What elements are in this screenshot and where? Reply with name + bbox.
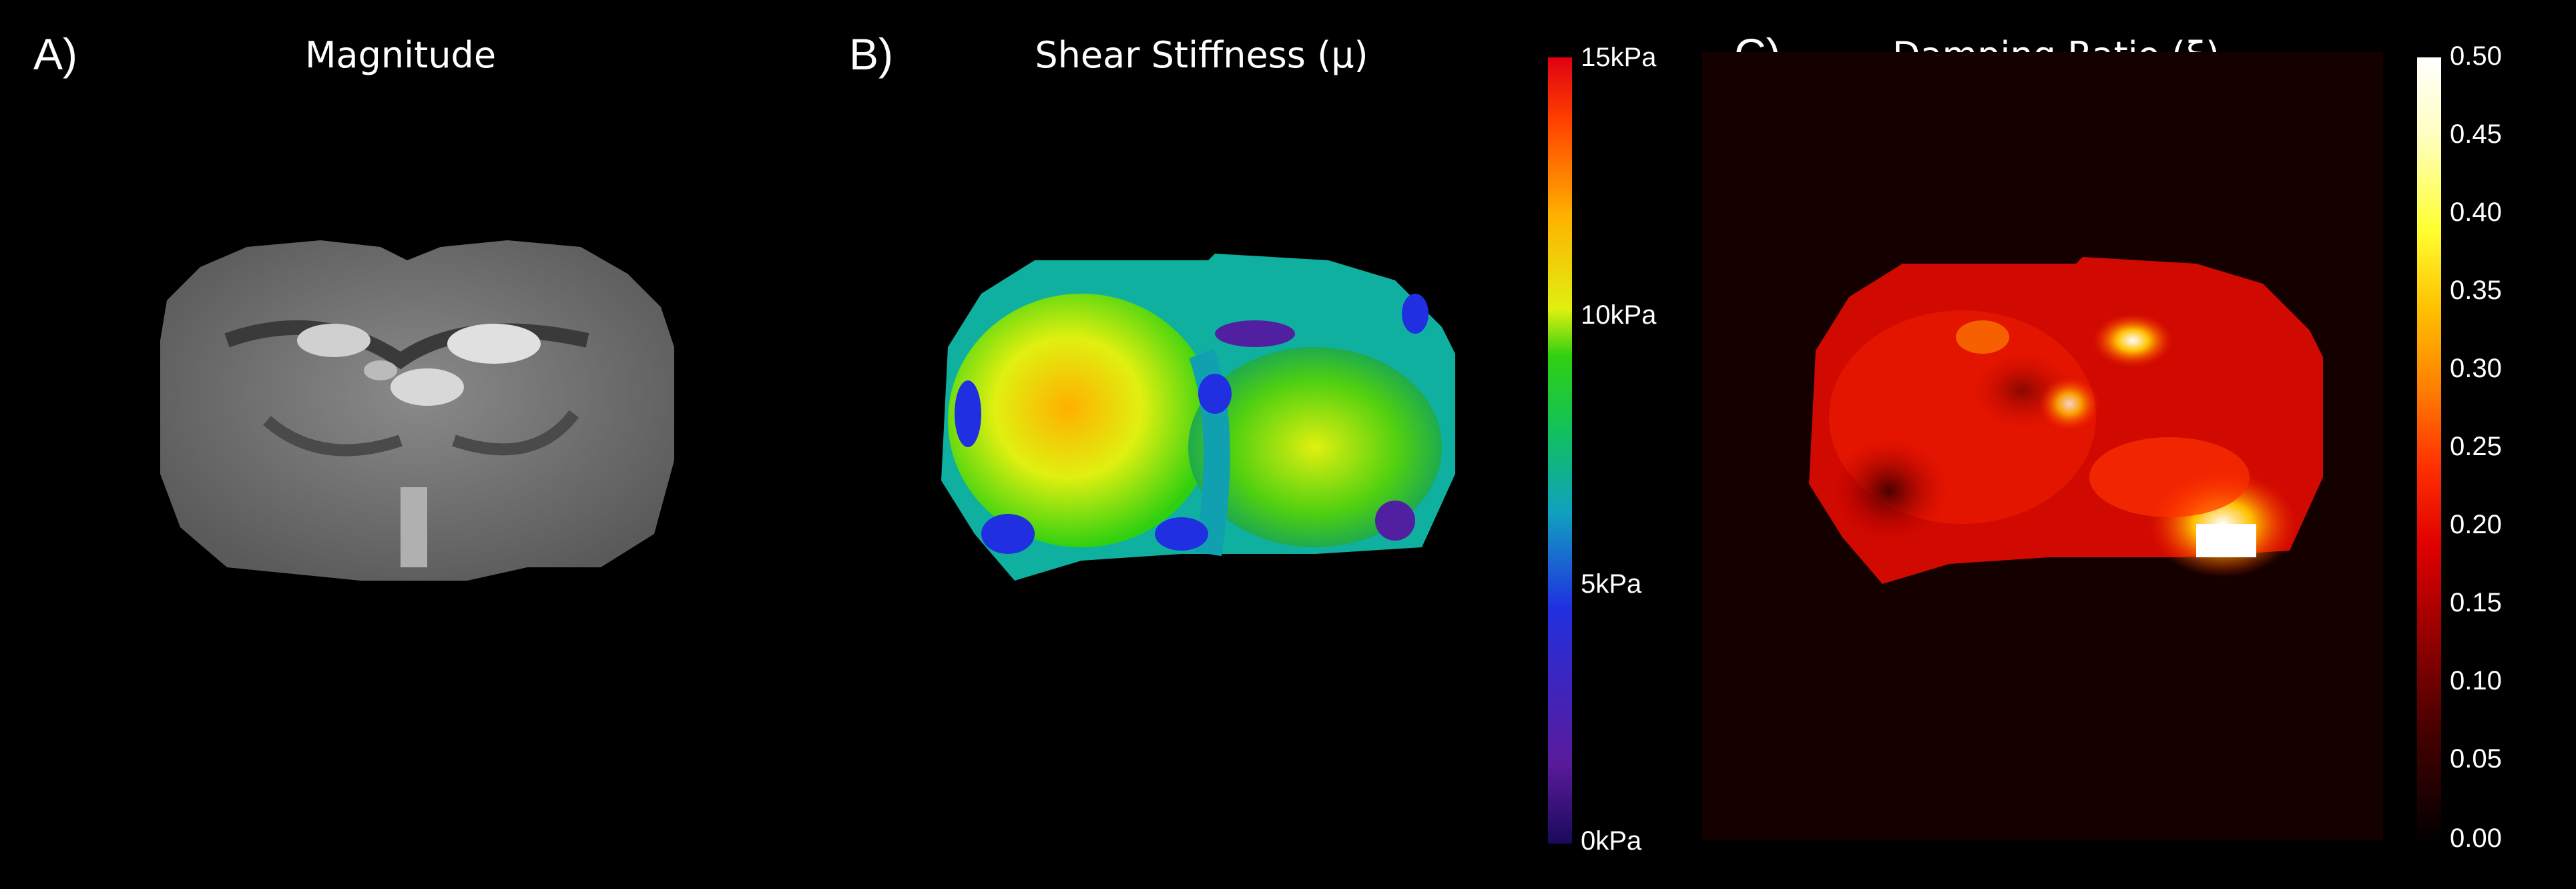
panel-label-b: B): [849, 29, 893, 79]
panel-label-a: A): [33, 29, 77, 79]
damping-tick-0-35: 0.35: [2450, 276, 2502, 305]
damping-tick-0-05: 0.05: [2450, 744, 2502, 774]
panel-title-magnitude: Magnitude: [304, 34, 497, 76]
damping-tick-0-00: 0.00: [2450, 824, 2502, 853]
stiffness-tick-10: 10kPa: [1581, 300, 1657, 330]
damping-tick-0-15: 0.15: [2450, 588, 2502, 617]
panel-title-shear-stiffness: Shear Stiffness (μ): [1035, 34, 1368, 76]
stiffness-tick-15: 15kPa: [1581, 43, 1657, 72]
damping-ratio-map: [1809, 257, 2323, 584]
shear-stiffness-map: [941, 254, 1455, 581]
damping-tick-0-45: 0.45: [2450, 119, 2502, 149]
damping-tick-0-10: 0.10: [2450, 666, 2502, 695]
magnitude-brain-image: [160, 240, 674, 581]
stiffness-colorbar: [1548, 57, 1572, 844]
damping-tick-0-20: 0.20: [2450, 510, 2502, 539]
stiffness-tick-5: 5kPa: [1581, 569, 1642, 599]
damping-tick-0-50: 0.50: [2450, 41, 2502, 71]
damping-colorbar: [2417, 57, 2441, 844]
stiffness-tick-0: 0kPa: [1581, 826, 1642, 856]
damping-tick-0-30: 0.30: [2450, 354, 2502, 383]
damping-tick-0-25: 0.25: [2450, 432, 2502, 461]
damping-tick-0-40: 0.40: [2450, 198, 2502, 227]
